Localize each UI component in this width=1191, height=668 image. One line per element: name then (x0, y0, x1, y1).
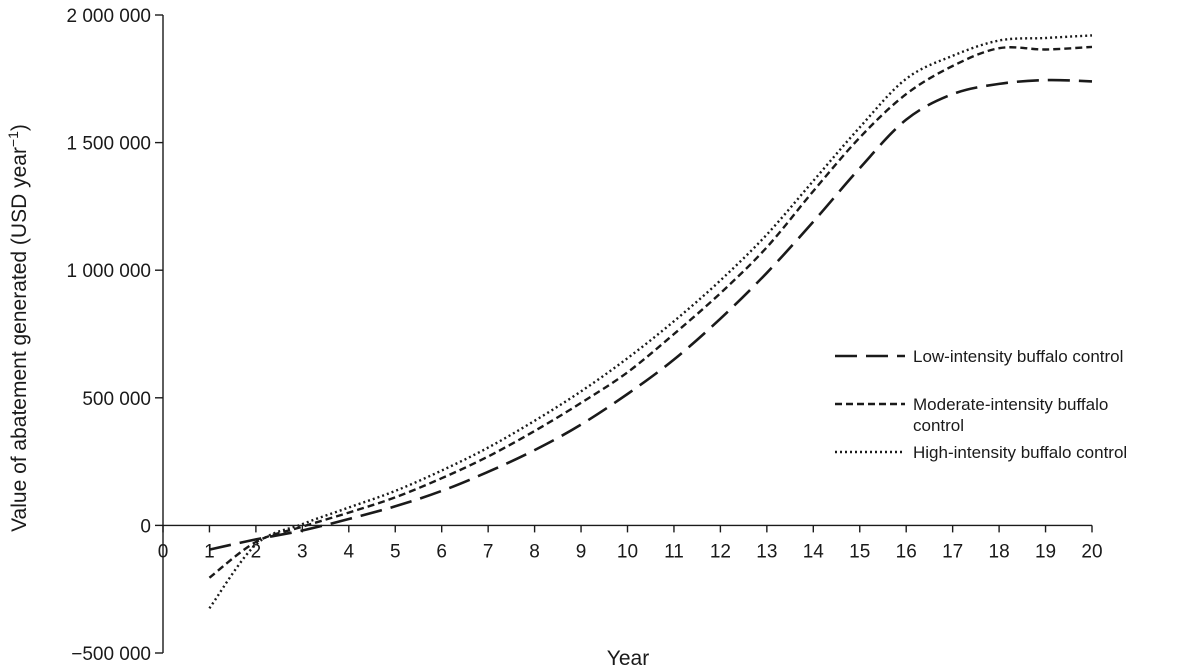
legend-label-high: High-intensity buffalo control (913, 443, 1127, 462)
legend-label-moderate: Moderate-intensity buffalo (913, 395, 1108, 414)
x-tick-label: 2 (251, 541, 262, 562)
x-tick-label: 12 (710, 541, 731, 562)
series-line-moderate-intensity (208, 45, 1093, 579)
x-tick-label: 0 (158, 541, 169, 562)
series-line-low-intensity (209, 78, 1093, 551)
legend-item-moderate: Moderate-intensity buffalo control (835, 395, 1108, 435)
x-tick-label: 18 (989, 541, 1010, 562)
x-tick-label: 10 (617, 541, 638, 562)
y-tick-label: 0 (140, 516, 151, 537)
legend-label-low: Low-intensity buffalo control (913, 347, 1123, 366)
legend-item-low: Low-intensity buffalo control (835, 347, 1123, 366)
y-axis: −500 000 0 500 000 1 000 000 1 500 000 2 000 … (66, 6, 164, 665)
series-line-high-intensity (208, 34, 1093, 610)
x-tick-label: 13 (756, 541, 777, 562)
x-tick-label: 20 (1081, 541, 1102, 562)
x-tick-label: 8 (529, 541, 540, 562)
y-tick-label: 1 000 000 (66, 261, 151, 282)
x-tick-label: 5 (390, 541, 401, 562)
x-tick-label: 4 (344, 541, 355, 562)
legend: Low-intensity buffalo control Moderate-i… (835, 347, 1127, 462)
x-tick-label: 16 (896, 541, 917, 562)
x-tick-label: 6 (436, 541, 447, 562)
x-tick-label: 15 (849, 541, 870, 562)
x-tick-label: 3 (297, 541, 308, 562)
x-axis: 0 1 2 3 4 5 6 7 8 9 10 11 12 13 14 15 16 17 18 19 20 (158, 524, 1103, 562)
y-tick-label: 500 000 (82, 389, 151, 410)
x-axis-title: Year (607, 647, 649, 668)
x-tick-label: 14 (803, 541, 825, 562)
x-tick-label: 9 (576, 541, 587, 562)
x-tick-label: 1 (204, 541, 215, 562)
series-lines (208, 34, 1093, 610)
y-tick-label: −500 000 (71, 644, 151, 665)
y-axis-title: Value of abatement generated (USD year−1… (5, 124, 31, 532)
y-tick-label: 2 000 000 (66, 6, 151, 27)
x-tick-label: 17 (942, 541, 963, 562)
x-tick-label: 19 (1035, 541, 1056, 562)
x-tick-label: 7 (483, 541, 494, 562)
legend-label-moderate-line2: control (913, 416, 964, 435)
y-tick-label: 1 500 000 (66, 134, 151, 155)
legend-item-high: High-intensity buffalo control (835, 443, 1127, 462)
x-tick-label: 11 (664, 541, 684, 562)
